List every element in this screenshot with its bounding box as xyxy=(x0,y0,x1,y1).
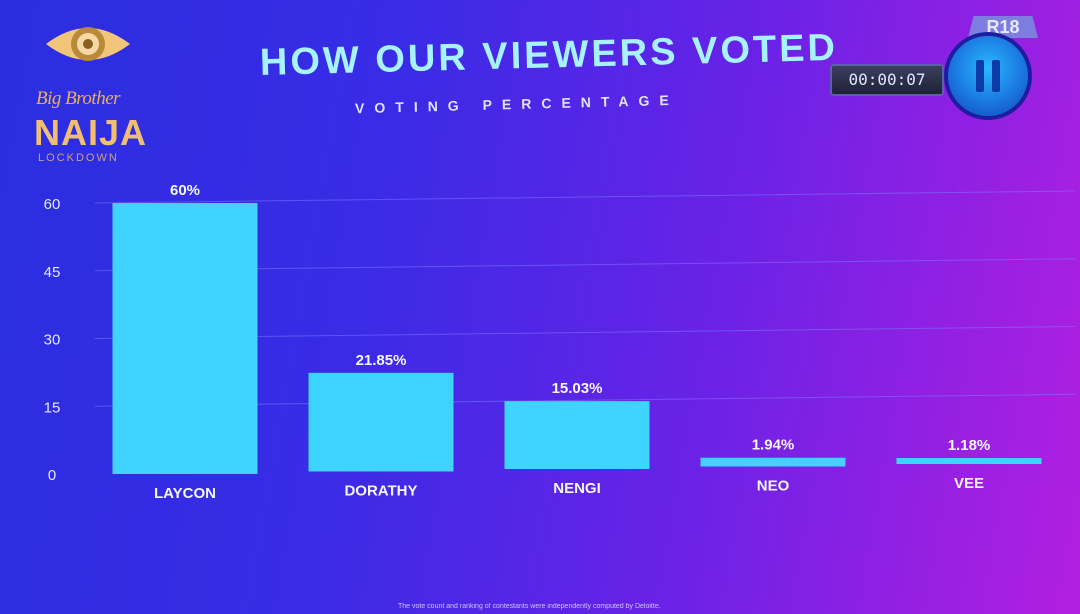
y-tick-label: 0 xyxy=(48,467,56,484)
x-category-label: DORATHY xyxy=(344,483,417,500)
eye-logo-icon xyxy=(46,27,130,61)
pause-icon xyxy=(976,60,984,92)
bar-neo xyxy=(700,457,846,467)
bar-value-label: 1.94% xyxy=(752,437,795,454)
gridline xyxy=(94,326,1076,339)
pause-icon xyxy=(992,60,1000,92)
logo-text-big-brother: Big Brother xyxy=(36,88,121,109)
x-category-label: NEO xyxy=(757,478,790,495)
x-category-label: VEE xyxy=(954,475,984,492)
age-rating-badge: R18 xyxy=(968,16,1038,38)
bar-vee xyxy=(896,458,1042,464)
bar-dorathy xyxy=(308,372,454,472)
logo-text-naija: NAIJA xyxy=(34,112,148,153)
y-tick-label: 30 xyxy=(44,332,61,349)
gridline xyxy=(94,190,1076,204)
bar-value-label: 60% xyxy=(170,182,200,199)
playback-timer: 00:00:07 xyxy=(832,66,942,94)
footnote-text: The vote count and ranking of contestant… xyxy=(398,603,661,610)
x-category-label: LAYCON xyxy=(154,485,216,502)
gridline xyxy=(94,393,1076,407)
bar-laycon xyxy=(112,203,258,474)
y-tick-label: 15 xyxy=(44,399,61,416)
bar-value-label: 1.18% xyxy=(948,437,991,454)
y-tick-label: 45 xyxy=(44,264,61,281)
pause-button[interactable] xyxy=(948,36,1028,116)
gridline xyxy=(94,258,1076,272)
big-brother-naija-logo: Big Brother NAIJA LOCKDOWN xyxy=(32,14,162,164)
bar-nengi xyxy=(504,401,650,469)
y-tick-label: 60 xyxy=(44,196,61,213)
bar-value-label: 21.85% xyxy=(356,352,407,369)
logo-text-lockdown: LOCKDOWN xyxy=(38,152,119,164)
x-category-label: NENGI xyxy=(553,480,601,497)
bar-value-label: 15.03% xyxy=(552,380,603,397)
